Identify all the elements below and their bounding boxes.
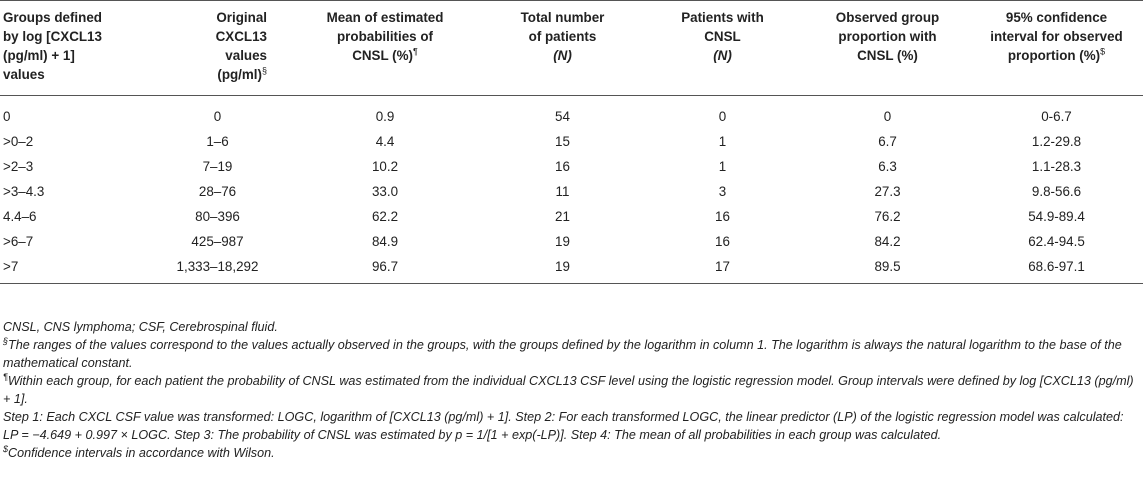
cell-group: >0–2 [3,134,34,149]
cell-total: 19 [555,234,570,249]
table-row: 4.4–6 80–396 62.2 21 16 76.2 54.9-89.4 [0,204,1143,229]
cell-total: 11 [555,184,570,199]
cell-observed: 27.3 [874,184,901,199]
cell-ci: 1.1-28.3 [1031,159,1082,174]
footnote-confidence: $Confidence intervals in accordance with… [3,443,275,460]
cell-observed: 89.5 [805,254,970,284]
footnote-ranges: §The ranges of the values correspond to … [3,335,1122,370]
cell-total: 15 [555,134,570,149]
cell-mean: 84.9 [371,234,399,249]
header-original-values: Original CXCL13 values (pg/ml)§ [150,0,285,96]
footnote-steps: Step 1: Each CXCL CSF value was transfor… [3,410,1124,442]
table-header: Groups defined by log [CXCL13 (pg/ml) + 1]… [0,0,1143,96]
cell-ci: 1.2-29.8 [1031,134,1082,149]
cell-group: 4.4–6 [3,209,37,224]
cell-observed: 0 [883,109,892,124]
footnote-abbreviations: CNSL, CNS lymphoma; CSF, Cerebrospinal f… [3,320,278,334]
cell-original: 7–19 [202,159,233,174]
cell-cnsl: 16 [715,209,730,224]
header-groups: Groups defined by log [CXCL13 (pg/ml) + 1]… [0,0,150,96]
cell-original: 1,333–18,292 [150,254,285,284]
cell-ci: 68.6-97.1 [970,254,1143,284]
header-patients-cnsl: Patients with CNSL (N) [640,0,805,96]
cell-observed: 84.2 [874,234,901,249]
cell-observed: 6.7 [878,134,897,149]
table-row: >6–7 425–987 84.9 19 16 84.2 62.4-94.5 [0,229,1143,254]
cell-cnsl: 0 [718,109,727,124]
cell-original: 1–6 [206,134,229,149]
cell-original: 425–987 [191,234,244,249]
cell-mean: 62.2 [371,209,399,224]
table-row: >7 1,333–18,292 96.7 19 17 89.5 68.6-97.… [0,254,1143,284]
cell-cnsl: 1 [718,159,727,174]
header-confidence-interval: 95% confidence interval for observed propo… [970,0,1143,96]
cell-observed: 6.3 [878,159,897,174]
cell-cnsl: 1 [718,134,727,149]
cell-group: >7 [0,254,150,284]
table-row: >2–3 7–19 10.2 16 1 6.3 1.1-28.3 [0,154,1143,179]
table-body: 0 0 0.9 54 0 0 0-6.7 >0–2 1–6 4.4 15 1 6… [0,96,1143,284]
cell-original: 80–396 [195,209,240,224]
footnote-probabilities: ¶Within each group, for each patient the… [3,371,1134,406]
cell-group: >3–4.3 [3,184,45,199]
cell-total: 19 [485,254,640,284]
table-row: >3–4.3 28–76 33.0 11 3 27.3 9.8-56.6 [0,179,1143,204]
cell-mean: 96.7 [285,254,485,284]
cell-ci: 0-6.7 [1041,109,1072,124]
cell-mean: 10.2 [371,159,399,174]
cell-mean: 0.9 [375,109,395,124]
results-table: Groups defined by log [CXCL13 (pg/ml) + 1]… [0,0,1143,284]
cell-cnsl: 16 [715,234,730,249]
cell-group: >2–3 [3,159,34,174]
table-footnotes: CNSL, CNS lymphoma; CSF, Cerebrospinal f… [3,318,1139,462]
cell-total: 16 [555,159,570,174]
table-row: 0 0 0.9 54 0 0 0-6.7 [0,96,1143,130]
cell-observed: 76.2 [874,209,901,224]
header-mean-probabilities: Mean of estimated probabilities of CNSL (%… [285,0,485,96]
cell-mean: 33.0 [371,184,399,199]
cell-ci: 9.8-56.6 [1031,184,1082,199]
cell-group: >6–7 [3,234,34,249]
cell-ci: 62.4-94.5 [1028,234,1085,249]
table-row: >0–2 1–6 4.4 15 1 6.7 1.2-29.8 [0,129,1143,154]
cell-original: 0 [213,109,222,124]
header-total-patients: Total number of patients (N) [485,0,640,96]
cell-ci: 54.9-89.4 [1028,209,1085,224]
cell-original: 28–76 [198,184,237,199]
cell-mean: 4.4 [375,134,395,149]
cell-group: 0 [3,109,11,124]
cell-total: 21 [555,209,570,224]
cell-cnsl: 17 [640,254,805,284]
cell-total: 54 [555,109,570,124]
cell-cnsl: 3 [718,184,727,199]
header-observed-proportion: Observed group proportion with CNSL (%) [805,0,970,96]
